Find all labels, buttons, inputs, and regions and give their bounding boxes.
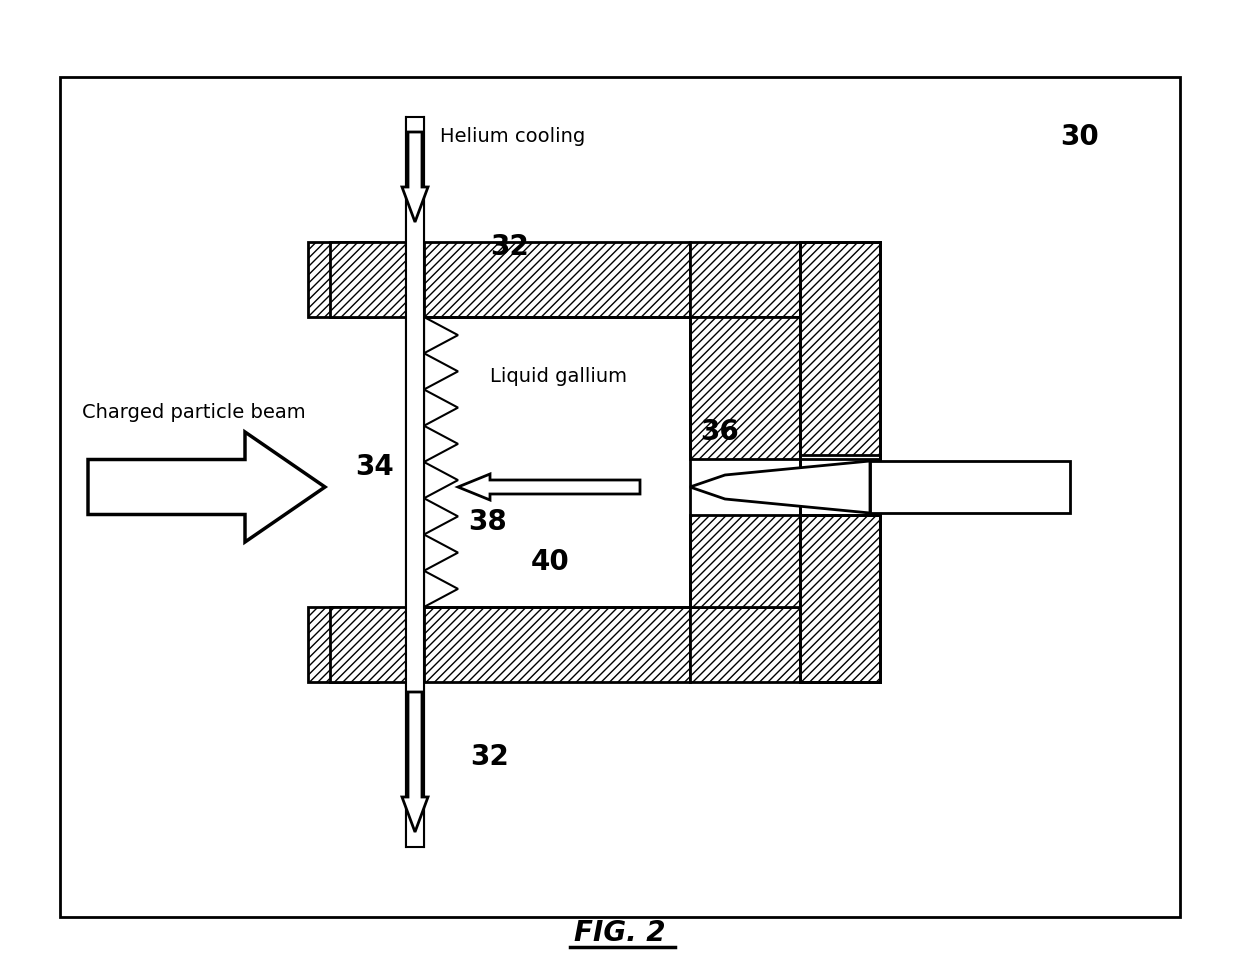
Text: Charged particle beam: Charged particle beam — [82, 403, 305, 421]
Text: 34: 34 — [356, 453, 394, 481]
Bar — [800, 455, 880, 515]
Text: Helium cooling: Helium cooling — [440, 128, 585, 147]
Polygon shape — [402, 132, 428, 222]
Bar — [60, 77, 1180, 917]
Polygon shape — [424, 317, 458, 354]
Text: 40: 40 — [531, 548, 569, 576]
Polygon shape — [424, 462, 458, 498]
Bar — [689, 242, 800, 317]
Bar — [424, 607, 689, 682]
Polygon shape — [689, 461, 870, 513]
Bar — [405, 117, 424, 847]
Polygon shape — [458, 474, 640, 500]
Bar — [330, 607, 405, 682]
Polygon shape — [424, 354, 458, 390]
Text: 32: 32 — [471, 743, 510, 771]
Text: Liquid gallium: Liquid gallium — [490, 367, 627, 387]
Bar — [424, 242, 689, 317]
Bar — [308, 242, 378, 317]
Polygon shape — [424, 426, 458, 462]
Bar — [424, 317, 689, 607]
Bar — [800, 515, 880, 682]
Bar — [689, 515, 800, 607]
Text: 30: 30 — [1060, 123, 1100, 151]
Text: FIG. 2: FIG. 2 — [574, 919, 666, 947]
Polygon shape — [424, 498, 458, 534]
Text: 32: 32 — [491, 233, 529, 261]
Polygon shape — [424, 571, 458, 607]
Bar — [870, 461, 1070, 513]
Bar — [689, 607, 800, 682]
Bar — [689, 317, 800, 459]
Polygon shape — [88, 432, 325, 542]
Bar — [800, 242, 880, 459]
Bar — [308, 607, 378, 682]
Text: 36: 36 — [701, 418, 739, 446]
Polygon shape — [424, 534, 458, 571]
Polygon shape — [424, 390, 458, 426]
Bar — [330, 242, 405, 317]
Text: 38: 38 — [467, 508, 507, 536]
Polygon shape — [402, 692, 428, 832]
